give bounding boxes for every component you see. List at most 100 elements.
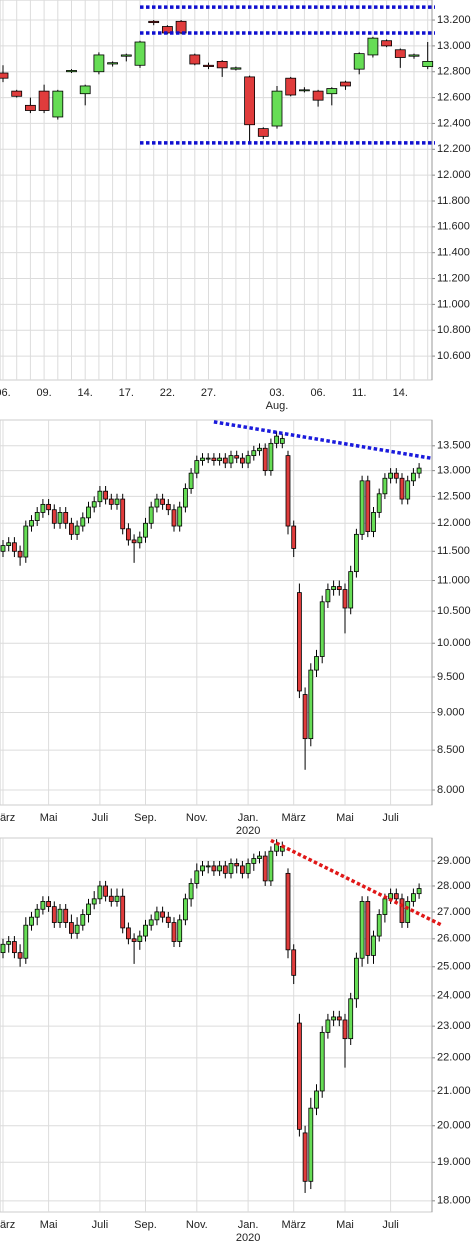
candle-body xyxy=(348,998,354,1040)
candle-body xyxy=(91,898,97,905)
candle-body xyxy=(188,883,194,900)
x-tick-label: Jan. xyxy=(238,1219,259,1231)
candle-body xyxy=(182,898,188,921)
candle-body xyxy=(410,893,416,902)
candle-body xyxy=(205,865,211,868)
candle-body xyxy=(57,908,63,923)
y-tick-label: 11.200 xyxy=(437,272,470,284)
plot-area xyxy=(0,419,433,806)
candle-body xyxy=(80,517,86,527)
x-tick-label: März xyxy=(281,812,305,824)
candle-body xyxy=(302,694,308,740)
candle-body xyxy=(171,509,177,527)
candle-body xyxy=(40,503,46,513)
candle-body xyxy=(399,477,405,500)
candle-body xyxy=(291,949,297,976)
y-tick-label: 11.800 xyxy=(437,195,470,207)
y-tick-label: 8.000 xyxy=(437,784,465,796)
candle-body xyxy=(388,472,394,479)
candle-body xyxy=(103,885,108,897)
y-tick-label: 11.000 xyxy=(437,298,470,310)
y-tick-label: 13.000 xyxy=(437,465,471,477)
y-tick-label: 23.000 xyxy=(437,1020,471,1032)
candle-body xyxy=(126,927,131,940)
candle-body xyxy=(262,447,268,472)
candle-body xyxy=(120,54,132,57)
x-tick-label: Nov. xyxy=(186,812,208,824)
candle-body xyxy=(371,935,376,956)
candle-body xyxy=(279,438,285,444)
y-tick-label: 12.600 xyxy=(437,91,471,103)
candle-body xyxy=(114,895,120,902)
candle-body xyxy=(34,512,40,521)
candle-body xyxy=(93,54,105,73)
candle-body xyxy=(80,914,86,926)
candle-body xyxy=(120,498,126,530)
candle-body xyxy=(194,460,200,474)
candle-body xyxy=(165,916,171,923)
candle-body xyxy=(63,512,69,524)
y-tick-label: 12.400 xyxy=(437,117,471,129)
y-tick-label: 12.000 xyxy=(437,517,471,529)
candle-body xyxy=(331,586,337,590)
candle-body xyxy=(23,924,29,959)
candle-body xyxy=(211,865,217,872)
candle-body xyxy=(331,1016,337,1021)
y-tick-label: 9.500 xyxy=(437,671,465,683)
candle-body xyxy=(405,480,411,500)
candle-body xyxy=(325,589,331,603)
candle-body xyxy=(271,90,283,127)
trend-line xyxy=(270,838,443,927)
candle-body xyxy=(154,911,160,921)
candle-body xyxy=(107,62,118,65)
candle-body xyxy=(177,919,183,942)
y-tick-label: 24.000 xyxy=(437,990,471,1002)
candle-body xyxy=(38,90,50,111)
candle-body xyxy=(326,88,338,95)
candle-body xyxy=(57,512,63,524)
candle-body xyxy=(74,924,80,934)
y-tick-label: 10.000 xyxy=(437,637,471,649)
candle-body xyxy=(29,520,34,527)
x-tick-label: März xyxy=(281,1219,305,1231)
candle-body xyxy=(86,506,91,519)
candle-body xyxy=(365,901,371,956)
candle-body xyxy=(416,467,422,474)
candle-body xyxy=(268,850,274,882)
y-tick-label: 8.500 xyxy=(437,744,465,756)
y-tick-label: 26.000 xyxy=(437,933,471,945)
candle-body xyxy=(137,935,143,942)
candle-body xyxy=(131,539,137,544)
candle-body xyxy=(319,601,325,657)
y-tick-label: 18.000 xyxy=(437,1195,471,1207)
y-tick-label: 12.500 xyxy=(437,490,471,502)
candle-body xyxy=(211,457,217,461)
candle-body xyxy=(203,64,214,67)
candle-body xyxy=(340,81,351,87)
candle-body xyxy=(353,533,359,573)
candle-body xyxy=(376,493,382,513)
x-tick-label: Juli xyxy=(382,1219,399,1231)
candle-body xyxy=(46,503,51,511)
candle-body xyxy=(66,70,77,73)
x-tick-label: 11. xyxy=(352,387,366,399)
candle-body xyxy=(365,480,371,532)
x-tick-label: 03. xyxy=(269,387,284,399)
y-tick-label: 12.200 xyxy=(437,143,471,155)
candle-body xyxy=(143,924,148,937)
candle-body xyxy=(17,550,23,558)
y-tick-label: 27.000 xyxy=(437,906,471,918)
candle-body xyxy=(410,472,416,482)
x-tick-label: 06. xyxy=(0,387,11,399)
candle-body xyxy=(359,901,365,959)
candle-body xyxy=(296,1022,302,1130)
x-tick-label: 06. xyxy=(310,387,325,399)
candle-body xyxy=(29,916,34,926)
candle-body xyxy=(148,20,160,24)
candle-body xyxy=(188,472,194,489)
candle-body xyxy=(405,901,411,923)
x-tick-label: 27. xyxy=(201,387,216,399)
candle-body xyxy=(393,893,399,900)
x-tick-label: Nov. xyxy=(186,1219,208,1231)
